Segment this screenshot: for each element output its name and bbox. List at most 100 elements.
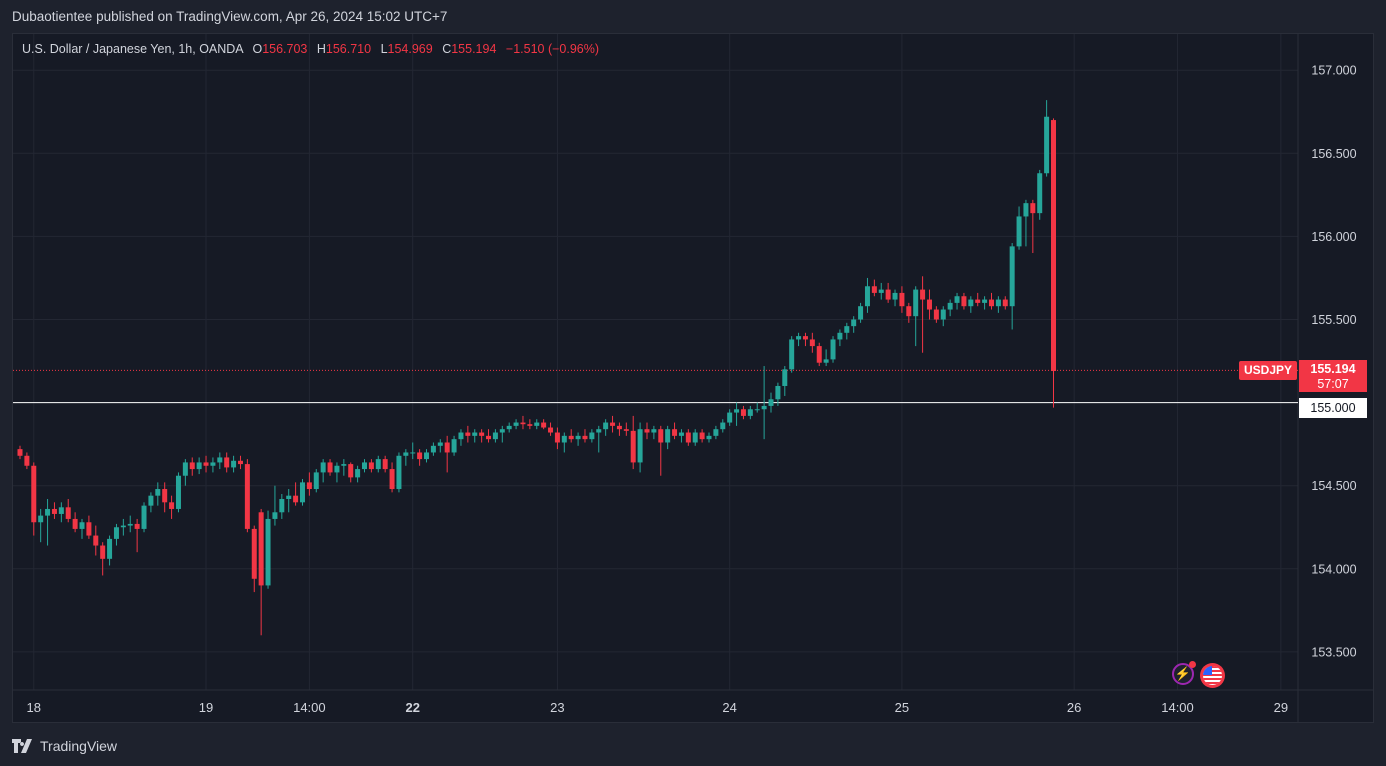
price-tick-label: 153.500 bbox=[1311, 645, 1356, 659]
candle bbox=[279, 494, 285, 519]
candle bbox=[548, 422, 554, 436]
candle bbox=[658, 425, 664, 476]
candles-group bbox=[17, 100, 1056, 636]
candle-body bbox=[685, 432, 691, 443]
candle bbox=[100, 542, 106, 576]
chart-frame[interactable] bbox=[12, 33, 1374, 723]
candle bbox=[796, 332, 802, 347]
candle-body bbox=[113, 527, 119, 539]
candle bbox=[1002, 296, 1008, 310]
candle bbox=[1016, 206, 1022, 250]
candle-body bbox=[348, 464, 354, 478]
candle-body bbox=[382, 459, 388, 470]
candle-body bbox=[623, 429, 629, 431]
candle bbox=[320, 459, 326, 483]
candle bbox=[45, 498, 51, 546]
candle bbox=[341, 459, 347, 476]
candle bbox=[306, 472, 312, 496]
candle-body bbox=[582, 435, 588, 440]
candle-body bbox=[148, 495, 154, 506]
candle bbox=[727, 409, 733, 426]
candle bbox=[93, 525, 99, 556]
brand-name: TradingView bbox=[40, 738, 118, 754]
candle bbox=[479, 429, 485, 443]
candle-body bbox=[603, 422, 609, 430]
candle bbox=[348, 462, 354, 483]
candle bbox=[1051, 118, 1056, 408]
candle-body bbox=[437, 442, 443, 446]
candle-body bbox=[920, 289, 926, 300]
candle bbox=[79, 518, 85, 539]
candle-body bbox=[410, 452, 416, 454]
candle-body bbox=[734, 409, 740, 413]
candle bbox=[506, 422, 512, 433]
bar-countdown: 57:07 bbox=[1317, 377, 1349, 391]
chart-legend: U.S. Dollar / Japanese Yen, 1h, OANDA O1… bbox=[22, 42, 599, 56]
candle bbox=[272, 485, 278, 526]
candle bbox=[237, 455, 243, 470]
lightning-icon[interactable]: ⚡ bbox=[1172, 663, 1194, 685]
candle-body bbox=[327, 462, 333, 473]
candle-body bbox=[231, 460, 237, 468]
candle bbox=[885, 282, 891, 303]
candle bbox=[362, 459, 367, 473]
candle-body bbox=[182, 462, 188, 476]
candle bbox=[265, 510, 271, 589]
candle-body bbox=[141, 505, 147, 529]
candle bbox=[534, 419, 540, 430]
candle-body bbox=[320, 462, 326, 473]
candle-body bbox=[706, 435, 712, 440]
candle-body bbox=[506, 425, 512, 430]
candle bbox=[293, 482, 299, 506]
candle-body bbox=[616, 425, 622, 430]
candle bbox=[403, 449, 409, 466]
time-tick-label: 22 bbox=[405, 700, 419, 715]
candle bbox=[313, 469, 319, 493]
candle-body bbox=[430, 445, 436, 453]
candle-body bbox=[237, 460, 243, 465]
candle bbox=[382, 455, 388, 473]
candle-body bbox=[568, 435, 574, 440]
candle-body bbox=[740, 409, 746, 416]
candle bbox=[499, 425, 505, 443]
candle-body bbox=[630, 430, 636, 463]
candle bbox=[72, 512, 78, 533]
candle-body bbox=[486, 435, 492, 440]
price-tick-label: 156.500 bbox=[1311, 147, 1356, 161]
candle bbox=[210, 457, 216, 473]
candle bbox=[926, 289, 932, 320]
candle bbox=[913, 286, 919, 347]
high-value: 156.710 bbox=[325, 42, 372, 56]
candle-body bbox=[596, 429, 602, 433]
candle-body bbox=[155, 489, 161, 496]
candle bbox=[837, 329, 843, 347]
time-tick-label: 25 bbox=[895, 700, 909, 715]
candle-body bbox=[761, 405, 767, 410]
candle bbox=[644, 422, 650, 440]
candle-body bbox=[189, 462, 195, 470]
candle bbox=[761, 366, 767, 440]
candle bbox=[251, 525, 257, 593]
candle bbox=[982, 296, 988, 310]
candle-body bbox=[1037, 173, 1043, 214]
publisher-line: Dubaotientee published on TradingView.co… bbox=[12, 9, 448, 24]
candle-body bbox=[899, 292, 905, 307]
candle bbox=[768, 392, 774, 413]
candle bbox=[58, 502, 64, 523]
us-flag-icon[interactable] bbox=[1200, 663, 1225, 688]
candle bbox=[86, 515, 92, 539]
candle-body bbox=[100, 545, 106, 559]
candle-body bbox=[334, 465, 340, 473]
candle-body bbox=[279, 498, 285, 513]
candle-body bbox=[127, 523, 133, 526]
candle bbox=[141, 502, 147, 533]
candle-body bbox=[120, 525, 126, 528]
candle-body bbox=[851, 319, 857, 327]
candle-body bbox=[451, 439, 457, 453]
candle bbox=[899, 286, 905, 313]
candle-body bbox=[417, 452, 423, 460]
candle-body bbox=[293, 495, 299, 503]
candle bbox=[458, 429, 464, 446]
candle-body bbox=[651, 429, 657, 433]
